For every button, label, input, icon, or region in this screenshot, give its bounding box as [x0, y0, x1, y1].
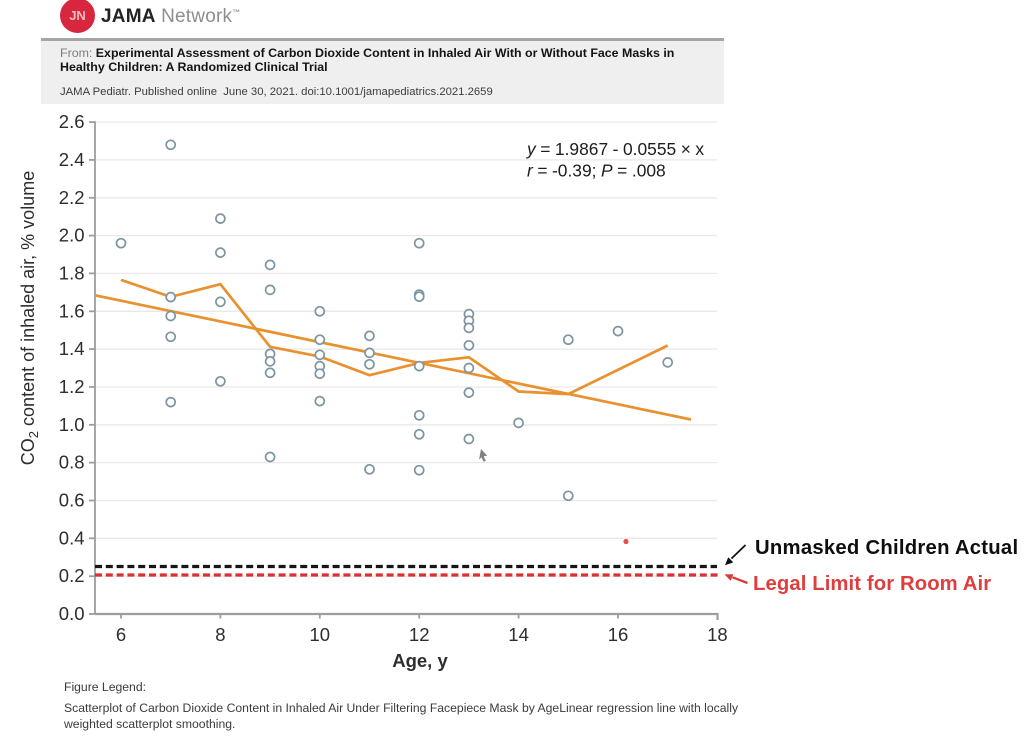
- svg-text:2.2: 2.2: [59, 187, 85, 208]
- svg-text:18: 18: [707, 624, 728, 645]
- svg-text:6: 6: [116, 624, 126, 645]
- svg-text:r = -0.39; P = .008: r = -0.39; P = .008: [527, 161, 666, 181]
- svg-text:Legal Limit for Room Air: Legal Limit for Room Air: [753, 573, 991, 595]
- svg-text:2.0: 2.0: [59, 225, 85, 246]
- svg-text:1.8: 1.8: [59, 262, 85, 283]
- svg-text:Age, y: Age, y: [392, 650, 448, 671]
- svg-text:1.4: 1.4: [59, 338, 85, 359]
- svg-text:2.4: 2.4: [59, 149, 85, 170]
- svg-text:1.2: 1.2: [59, 376, 85, 397]
- svg-text:1.6: 1.6: [59, 300, 85, 321]
- svg-text:Unmasked Children Actual: Unmasked Children Actual: [755, 537, 1018, 559]
- svg-text:0.8: 0.8: [59, 452, 85, 473]
- svg-text:16: 16: [608, 624, 629, 645]
- svg-text:14: 14: [508, 624, 529, 645]
- svg-text:10: 10: [310, 624, 331, 645]
- svg-text:0.6: 0.6: [59, 490, 85, 511]
- svg-text:12: 12: [409, 624, 430, 645]
- svg-text:1.0: 1.0: [59, 414, 85, 435]
- svg-text:0.2: 0.2: [59, 565, 85, 586]
- svg-text:y = 1.9867 - 0.0555 × x: y = 1.9867 - 0.0555 × x: [526, 139, 704, 159]
- svg-text:2.6: 2.6: [59, 111, 85, 132]
- svg-text:0.4: 0.4: [59, 527, 85, 548]
- svg-text:0.0: 0.0: [59, 603, 85, 624]
- svg-text:CO2 content of inhaled air, %: CO2 content of inhaled air, % volume: [18, 171, 41, 465]
- svg-text:8: 8: [215, 624, 225, 645]
